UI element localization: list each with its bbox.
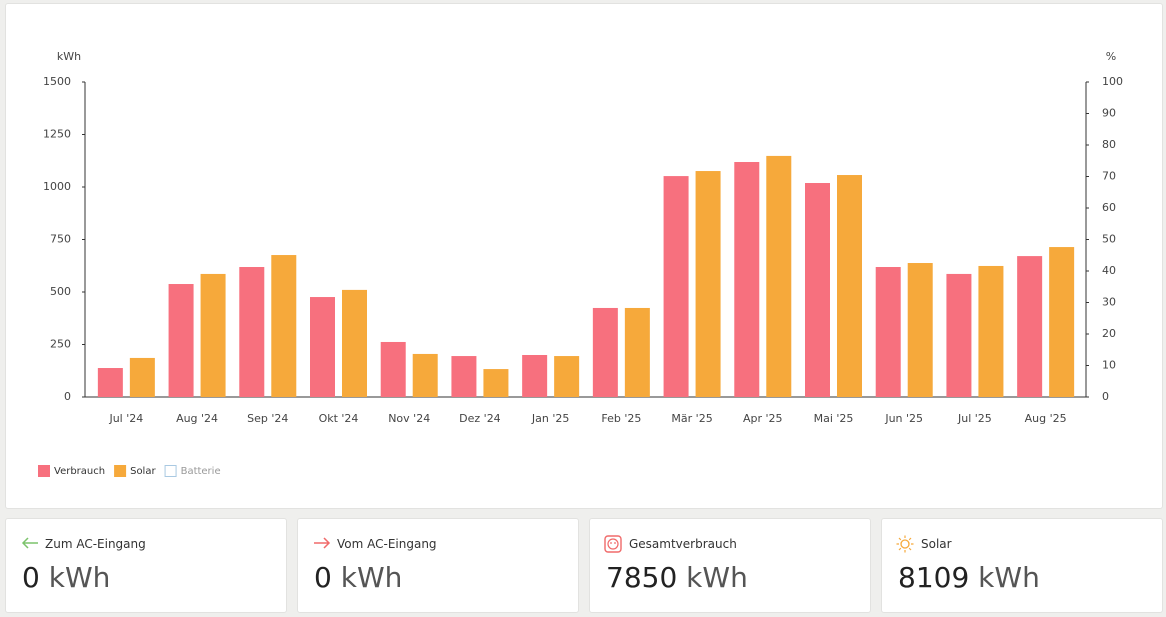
bar bbox=[837, 175, 862, 397]
y-tick-label: 1500 bbox=[43, 75, 71, 88]
bar bbox=[663, 176, 689, 397]
bar bbox=[451, 356, 477, 397]
icon-consumption bbox=[604, 535, 622, 553]
x-tick-label: Jun '25 bbox=[884, 412, 923, 425]
x-tick-label: Mär '25 bbox=[671, 412, 712, 425]
unit: kWh bbox=[48, 561, 111, 594]
chart-panel: kWh % 0 250 500 750 1000 1250 1500 0 10 20 30 40 50 6… bbox=[5, 3, 1163, 509]
value: 8109 bbox=[898, 561, 970, 594]
unit: kWh bbox=[340, 561, 403, 594]
card-label: Vom AC-Eingang bbox=[337, 537, 437, 551]
x-tick-label: Feb '25 bbox=[601, 412, 641, 425]
card: Vom AC-Eingang 0 kWh bbox=[297, 518, 579, 613]
bar bbox=[200, 273, 226, 397]
y2-tick-label: 60 bbox=[1102, 201, 1116, 214]
x-tick-label: Aug '25 bbox=[1025, 412, 1067, 425]
x-tick-label: Aug '24 bbox=[176, 412, 218, 425]
icon-sun bbox=[896, 535, 914, 553]
card-value: 7850 kWh bbox=[606, 561, 748, 594]
y2-tick-label: 80 bbox=[1102, 138, 1116, 151]
legend-swatch bbox=[38, 465, 50, 477]
card-label: Solar bbox=[921, 537, 952, 551]
unit: kWh bbox=[978, 561, 1040, 594]
y2-tick-label: 20 bbox=[1102, 327, 1116, 340]
bar bbox=[271, 255, 297, 397]
bar bbox=[907, 263, 933, 397]
y-tick-label: 500 bbox=[50, 285, 71, 298]
y2-tick-label: 100 bbox=[1102, 75, 1123, 88]
bar bbox=[978, 265, 1004, 397]
value: 0 bbox=[314, 561, 332, 594]
value: 7850 bbox=[606, 561, 678, 594]
card: Gesamtverbrauch 7850 kWh bbox=[589, 518, 871, 613]
bar bbox=[592, 307, 618, 397]
x-tick-label: Okt '24 bbox=[319, 412, 359, 425]
value: 0 bbox=[22, 561, 40, 594]
legend-label: Batterie bbox=[181, 466, 221, 477]
bar bbox=[342, 289, 367, 397]
y-tick-label: 1250 bbox=[43, 128, 71, 141]
bar bbox=[766, 155, 792, 397]
x-tick-label: Mai '25 bbox=[814, 412, 854, 425]
bar bbox=[805, 183, 830, 397]
bar bbox=[483, 369, 509, 397]
icon-arrow-right bbox=[314, 537, 331, 549]
y-tick-label: 750 bbox=[50, 233, 71, 246]
legend-label: Verbrauch bbox=[54, 466, 105, 477]
x-tick-label: Nov '24 bbox=[388, 412, 430, 425]
bar bbox=[554, 356, 580, 397]
x-tick-label: Apr '25 bbox=[743, 412, 783, 425]
y2-axis-label: % bbox=[1106, 50, 1116, 63]
bar bbox=[239, 267, 265, 397]
y2-tick-label: 0 bbox=[1102, 390, 1109, 403]
bar bbox=[946, 273, 972, 397]
legend-swatch bbox=[114, 465, 127, 477]
unit: kWh bbox=[686, 561, 748, 594]
icon-arrow-left bbox=[21, 537, 38, 549]
bar bbox=[1017, 256, 1043, 397]
x-tick-label: Jan '25 bbox=[531, 412, 569, 425]
legend-swatch bbox=[164, 465, 177, 477]
bar bbox=[875, 267, 901, 397]
bar bbox=[1049, 247, 1075, 397]
card: Zum AC-Eingang 0 kWh bbox=[5, 518, 287, 613]
bar bbox=[412, 353, 438, 397]
bar bbox=[380, 341, 406, 397]
y-tick-label: 1000 bbox=[43, 180, 71, 193]
bar bbox=[734, 162, 760, 397]
chart: kWh % 0 250 500 750 1000 1250 1500 0 10 20 30 40 50 6… bbox=[38, 50, 1123, 477]
legend-label: Solar bbox=[130, 466, 156, 477]
bar bbox=[695, 171, 721, 397]
bar bbox=[624, 307, 650, 397]
y2-tick-label: 40 bbox=[1102, 264, 1116, 277]
y-tick-label: 250 bbox=[50, 338, 71, 351]
card-value: 0 kWh bbox=[22, 561, 110, 594]
y-tick-label: 0 bbox=[64, 390, 71, 403]
card-value: 8109 kWh bbox=[898, 561, 1040, 594]
bar bbox=[522, 355, 548, 397]
card: Solar 8109 kWh bbox=[881, 518, 1163, 613]
card-label: Zum AC-Eingang bbox=[45, 537, 146, 551]
y-axis-label: kWh bbox=[57, 50, 81, 63]
x-tick-label: Sep '24 bbox=[247, 412, 288, 425]
y2-tick-label: 30 bbox=[1102, 296, 1116, 309]
bar bbox=[97, 368, 123, 397]
y2-tick-label: 50 bbox=[1102, 233, 1116, 246]
bar bbox=[310, 297, 335, 397]
card-value: 0 kWh bbox=[314, 561, 402, 594]
y2-tick-label: 90 bbox=[1102, 107, 1116, 120]
y2-tick-label: 10 bbox=[1102, 359, 1116, 372]
x-tick-label: Jul '25 bbox=[957, 412, 992, 425]
x-tick-label: Dez '24 bbox=[459, 412, 501, 425]
card-label: Gesamtverbrauch bbox=[629, 537, 737, 551]
y2-tick-label: 70 bbox=[1102, 170, 1116, 183]
bar bbox=[129, 357, 155, 397]
bar bbox=[168, 284, 194, 397]
x-tick-label: Jul '24 bbox=[108, 412, 143, 425]
